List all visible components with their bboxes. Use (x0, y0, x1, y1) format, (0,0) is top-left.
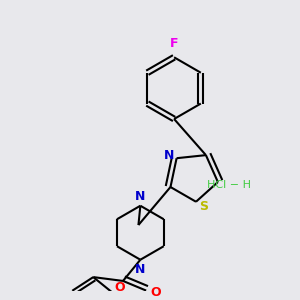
Text: F: F (170, 37, 178, 50)
Text: O: O (151, 286, 161, 299)
Text: N: N (135, 190, 146, 202)
Text: O: O (114, 281, 125, 295)
Text: N: N (164, 149, 174, 162)
Text: HCl − H: HCl − H (207, 179, 251, 190)
Text: S: S (199, 200, 208, 213)
Text: N: N (135, 263, 146, 276)
